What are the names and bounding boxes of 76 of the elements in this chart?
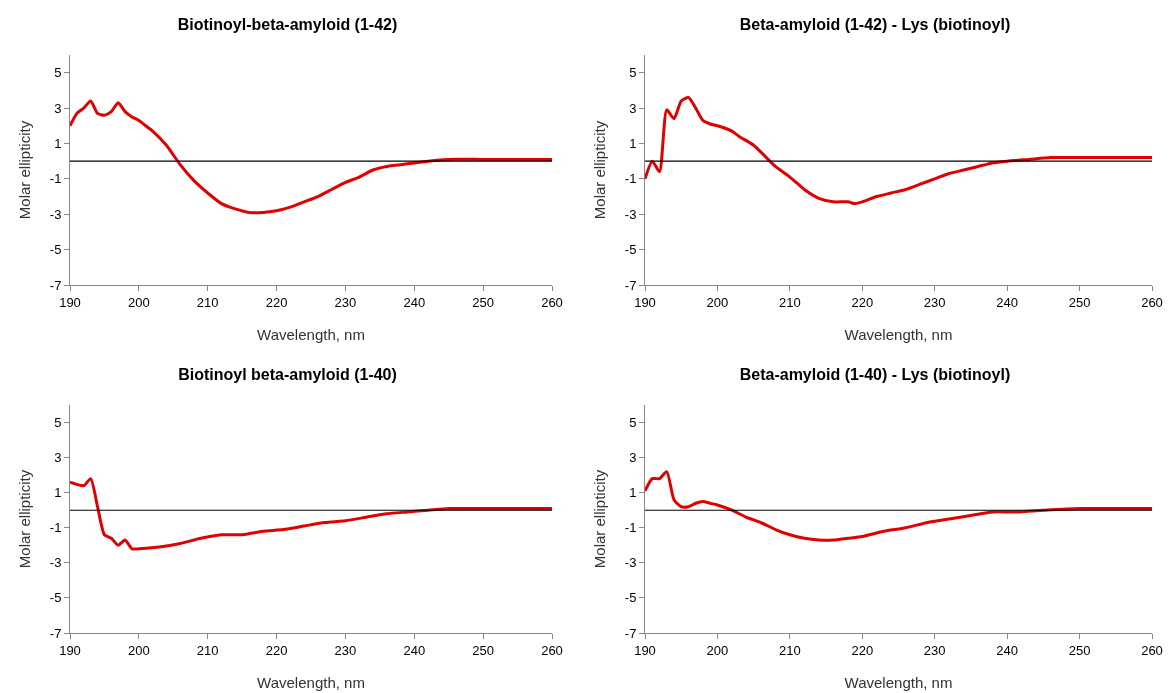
x-tick-label: 230 <box>334 642 357 658</box>
x-tick-label: 260 <box>1141 642 1163 658</box>
x-tick-label: 220 <box>265 294 288 310</box>
y-axis-title: Molar ellipticity <box>16 120 33 220</box>
x-tick-label: 240 <box>403 294 426 310</box>
y-axis-title: Molar ellipticity <box>591 469 608 569</box>
y-tick-label: 3 <box>629 450 637 466</box>
line-series <box>70 99 552 215</box>
x-tick-label: 210 <box>779 642 801 658</box>
y-tick-label: -3 <box>49 555 62 571</box>
y-tick-label: -1 <box>624 171 637 187</box>
x-tick-label: 200 <box>128 294 150 310</box>
x-tick-label: 210 <box>196 294 219 310</box>
y-tick-label: -7 <box>49 625 62 641</box>
y-tick-label: 1 <box>629 485 637 501</box>
chart-title: Beta-amyloid (1-40) - Lys (biotinoyl) <box>739 366 1011 384</box>
x-tick-label: 260 <box>541 294 563 310</box>
line-series <box>645 470 1152 542</box>
y-axis-title: Molar ellipticity <box>16 469 33 569</box>
x-tick-label: 250 <box>472 294 494 310</box>
x-tick-label: 190 <box>634 294 656 310</box>
x-tick-label: 260 <box>541 642 563 658</box>
y-tick-label: -5 <box>49 242 62 258</box>
y-tick-label: 3 <box>54 450 62 466</box>
x-tick-label: 250 <box>1068 642 1091 658</box>
x-tick-label: 240 <box>996 294 1018 310</box>
y-tick-label: -1 <box>49 171 62 187</box>
y-tick-label: 1 <box>54 485 62 501</box>
x-tick-label: 190 <box>59 642 81 658</box>
chart-title: Biotinoyl beta-amyloid (1-40) <box>178 366 397 384</box>
y-tick-label: 5 <box>54 415 62 431</box>
y-tick-label: -7 <box>624 625 637 641</box>
y-tick-label: -5 <box>624 590 637 606</box>
x-tick-label: 200 <box>128 642 150 658</box>
x-axis-title: Wavelength, nm <box>257 326 365 343</box>
y-tick-label: 3 <box>629 100 637 116</box>
x-tick-label: 220 <box>851 294 874 310</box>
x-tick-label: 190 <box>59 294 81 310</box>
x-tick-label: 220 <box>851 642 874 658</box>
x-axis-title: Wavelength, nm <box>257 674 365 691</box>
x-tick-label: 240 <box>996 642 1018 658</box>
x-tick-label: 250 <box>472 642 494 658</box>
y-tick-label: -7 <box>624 277 637 293</box>
x-tick-label: 200 <box>706 294 729 310</box>
x-tick-label: 230 <box>923 294 946 310</box>
y-tick-label: -3 <box>624 555 637 571</box>
y-tick-label: 5 <box>629 415 637 431</box>
x-tick-label: 230 <box>923 642 946 658</box>
x-tick-label: 230 <box>334 294 357 310</box>
y-tick-label: -1 <box>49 520 62 536</box>
y-tick-label: 5 <box>629 65 637 81</box>
line-series <box>70 477 552 551</box>
y-axis-title: Molar ellipticity <box>591 120 608 220</box>
chart-title: Beta-amyloid (1-42) - Lys (biotinoyl) <box>739 16 1011 34</box>
x-tick-label: 260 <box>1141 294 1163 310</box>
y-tick-label: 3 <box>54 100 62 116</box>
y-tick-label: -5 <box>49 590 62 606</box>
chart-title: Biotinoyl-beta-amyloid (1-42) <box>177 16 398 34</box>
x-tick-label: 190 <box>634 642 656 658</box>
y-tick-label: 1 <box>54 136 62 152</box>
x-tick-label: 210 <box>196 642 219 658</box>
x-axis-title: Wavelength, nm <box>844 674 953 691</box>
x-tick-label: 200 <box>706 642 729 658</box>
y-tick-label: -3 <box>624 206 637 222</box>
y-tick-label: 1 <box>629 136 637 152</box>
x-tick-label: 240 <box>403 642 426 658</box>
y-tick-label: 5 <box>54 65 62 81</box>
y-tick-label: -3 <box>49 206 62 222</box>
y-tick-label: -1 <box>624 520 637 536</box>
x-axis-title: Wavelength, nm <box>844 326 953 343</box>
x-tick-label: 220 <box>265 642 288 658</box>
y-tick-label: -5 <box>624 242 637 258</box>
y-tick-label: -7 <box>49 277 62 293</box>
x-tick-label: 210 <box>779 294 801 310</box>
x-tick-label: 250 <box>1068 294 1091 310</box>
line-series <box>645 95 1152 206</box>
